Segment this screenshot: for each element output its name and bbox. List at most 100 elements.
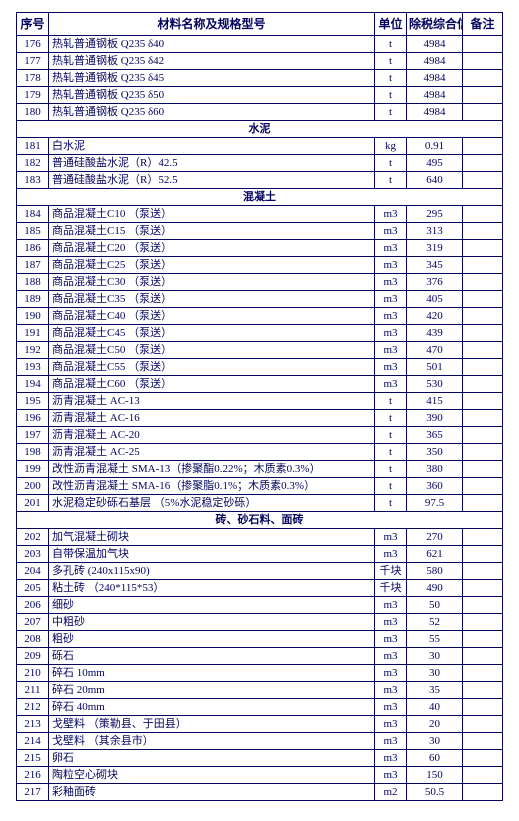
name-cell: 商品混凝土C10 （泵送） — [49, 206, 375, 223]
unit-cell: m3 — [375, 750, 407, 767]
name-cell: 商品混凝土C15 （泵送） — [49, 223, 375, 240]
price-cell: 97.5 — [407, 495, 463, 512]
price-cell: 20 — [407, 716, 463, 733]
seq-cell: 191 — [17, 325, 49, 342]
price-cell: 376 — [407, 274, 463, 291]
name-cell: 商品混凝土C50 （泵送） — [49, 342, 375, 359]
seq-cell: 209 — [17, 648, 49, 665]
table-row: 195沥青混凝土 AC-13t415 — [17, 393, 503, 410]
name-cell: 陶粒空心砌块 — [49, 767, 375, 784]
header-seq: 序号 — [17, 13, 49, 36]
note-cell — [463, 36, 503, 53]
unit-cell: m3 — [375, 648, 407, 665]
note-cell — [463, 53, 503, 70]
note-cell — [463, 376, 503, 393]
unit-cell: t — [375, 172, 407, 189]
table-row: 188商品混凝土C30 （泵送）m3376 — [17, 274, 503, 291]
seq-cell: 185 — [17, 223, 49, 240]
note-cell — [463, 393, 503, 410]
unit-cell: t — [375, 53, 407, 70]
table-row: 193商品混凝土C55 （泵送）m3501 — [17, 359, 503, 376]
name-cell: 戈壁料 （其余县市） — [49, 733, 375, 750]
seq-cell: 205 — [17, 580, 49, 597]
name-cell: 戈壁料 （策勒县、于田县） — [49, 716, 375, 733]
note-cell — [463, 648, 503, 665]
name-cell: 普通硅酸盐水泥（R）42.5 — [49, 155, 375, 172]
table-row: 207中粗砂m352 — [17, 614, 503, 631]
name-cell: 沥青混凝土 AC-20 — [49, 427, 375, 444]
note-cell — [463, 631, 503, 648]
price-cell: 345 — [407, 257, 463, 274]
price-cell: 319 — [407, 240, 463, 257]
name-cell: 中粗砂 — [49, 614, 375, 631]
price-cell: 415 — [407, 393, 463, 410]
price-cell: 313 — [407, 223, 463, 240]
note-cell — [463, 614, 503, 631]
seq-cell: 181 — [17, 138, 49, 155]
table-row: 181白水泥kg0.91 — [17, 138, 503, 155]
note-cell — [463, 427, 503, 444]
seq-cell: 194 — [17, 376, 49, 393]
seq-cell: 180 — [17, 104, 49, 121]
name-cell: 热轧普通钢板 Q235 δ50 — [49, 87, 375, 104]
unit-cell: m3 — [375, 631, 407, 648]
price-cell: 439 — [407, 325, 463, 342]
note-cell — [463, 87, 503, 104]
header-price: 除税综合信息价 — [407, 13, 463, 36]
seq-cell: 193 — [17, 359, 49, 376]
name-cell: 粘土砖 （240*115*53） — [49, 580, 375, 597]
name-cell: 砾石 — [49, 648, 375, 665]
table-row: 189商品混凝土C35 （泵送）m3405 — [17, 291, 503, 308]
material-price-table: 序号 材料名称及规格型号 单位 除税综合信息价 备注 176热轧普通钢板 Q23… — [16, 12, 503, 801]
table-row: 187商品混凝土C25 （泵送）m3345 — [17, 257, 503, 274]
table-row: 200改性沥青混凝土 SMA-16（掺聚脂0.1%；木质素0.3%）t360 — [17, 478, 503, 495]
name-cell: 热轧普通钢板 Q235 δ45 — [49, 70, 375, 87]
table-row: 199改性沥青混凝土 SMA-13（掺聚酯0.22%；木质素0.3%）t380 — [17, 461, 503, 478]
unit-cell: t — [375, 393, 407, 410]
unit-cell: m3 — [375, 665, 407, 682]
table-row: 180热轧普通钢板 Q235 δ60t4984 — [17, 104, 503, 121]
note-cell — [463, 274, 503, 291]
table-row: 176热轧普通钢板 Q235 δ40t4984 — [17, 36, 503, 53]
seq-cell: 203 — [17, 546, 49, 563]
price-cell: 530 — [407, 376, 463, 393]
price-cell: 150 — [407, 767, 463, 784]
table-row: 178热轧普通钢板 Q235 δ45t4984 — [17, 70, 503, 87]
seq-cell: 176 — [17, 36, 49, 53]
table-row: 211碎石 20mmm335 — [17, 682, 503, 699]
price-cell: 60 — [407, 750, 463, 767]
price-cell: 580 — [407, 563, 463, 580]
name-cell: 热轧普通钢板 Q235 δ40 — [49, 36, 375, 53]
seq-cell: 186 — [17, 240, 49, 257]
name-cell: 细砂 — [49, 597, 375, 614]
name-cell: 商品混凝土C25 （泵送） — [49, 257, 375, 274]
note-cell — [463, 257, 503, 274]
price-cell: 490 — [407, 580, 463, 597]
price-cell: 405 — [407, 291, 463, 308]
table-row: 202加气混凝土砌块m3270 — [17, 529, 503, 546]
seq-cell: 190 — [17, 308, 49, 325]
unit-cell: m2 — [375, 784, 407, 801]
table-row: 183普通硅酸盐水泥（R）52.5t640 — [17, 172, 503, 189]
section-row: 水泥 — [17, 121, 503, 138]
name-cell: 沥青混凝土 AC-13 — [49, 393, 375, 410]
seq-cell: 204 — [17, 563, 49, 580]
note-cell — [463, 223, 503, 240]
seq-cell: 200 — [17, 478, 49, 495]
seq-cell: 214 — [17, 733, 49, 750]
section-title: 混凝土 — [17, 189, 503, 206]
unit-cell: m3 — [375, 716, 407, 733]
unit-cell: m3 — [375, 206, 407, 223]
name-cell: 商品混凝土C45 （泵送） — [49, 325, 375, 342]
table-row: 213戈壁料 （策勒县、于田县）m320 — [17, 716, 503, 733]
name-cell: 商品混凝土C30 （泵送） — [49, 274, 375, 291]
seq-cell: 196 — [17, 410, 49, 427]
seq-cell: 187 — [17, 257, 49, 274]
name-cell: 热轧普通钢板 Q235 δ42 — [49, 53, 375, 70]
name-cell: 卵石 — [49, 750, 375, 767]
table-row: 208粗砂m355 — [17, 631, 503, 648]
price-cell: 350 — [407, 444, 463, 461]
note-cell — [463, 784, 503, 801]
seq-cell: 207 — [17, 614, 49, 631]
seq-cell: 178 — [17, 70, 49, 87]
